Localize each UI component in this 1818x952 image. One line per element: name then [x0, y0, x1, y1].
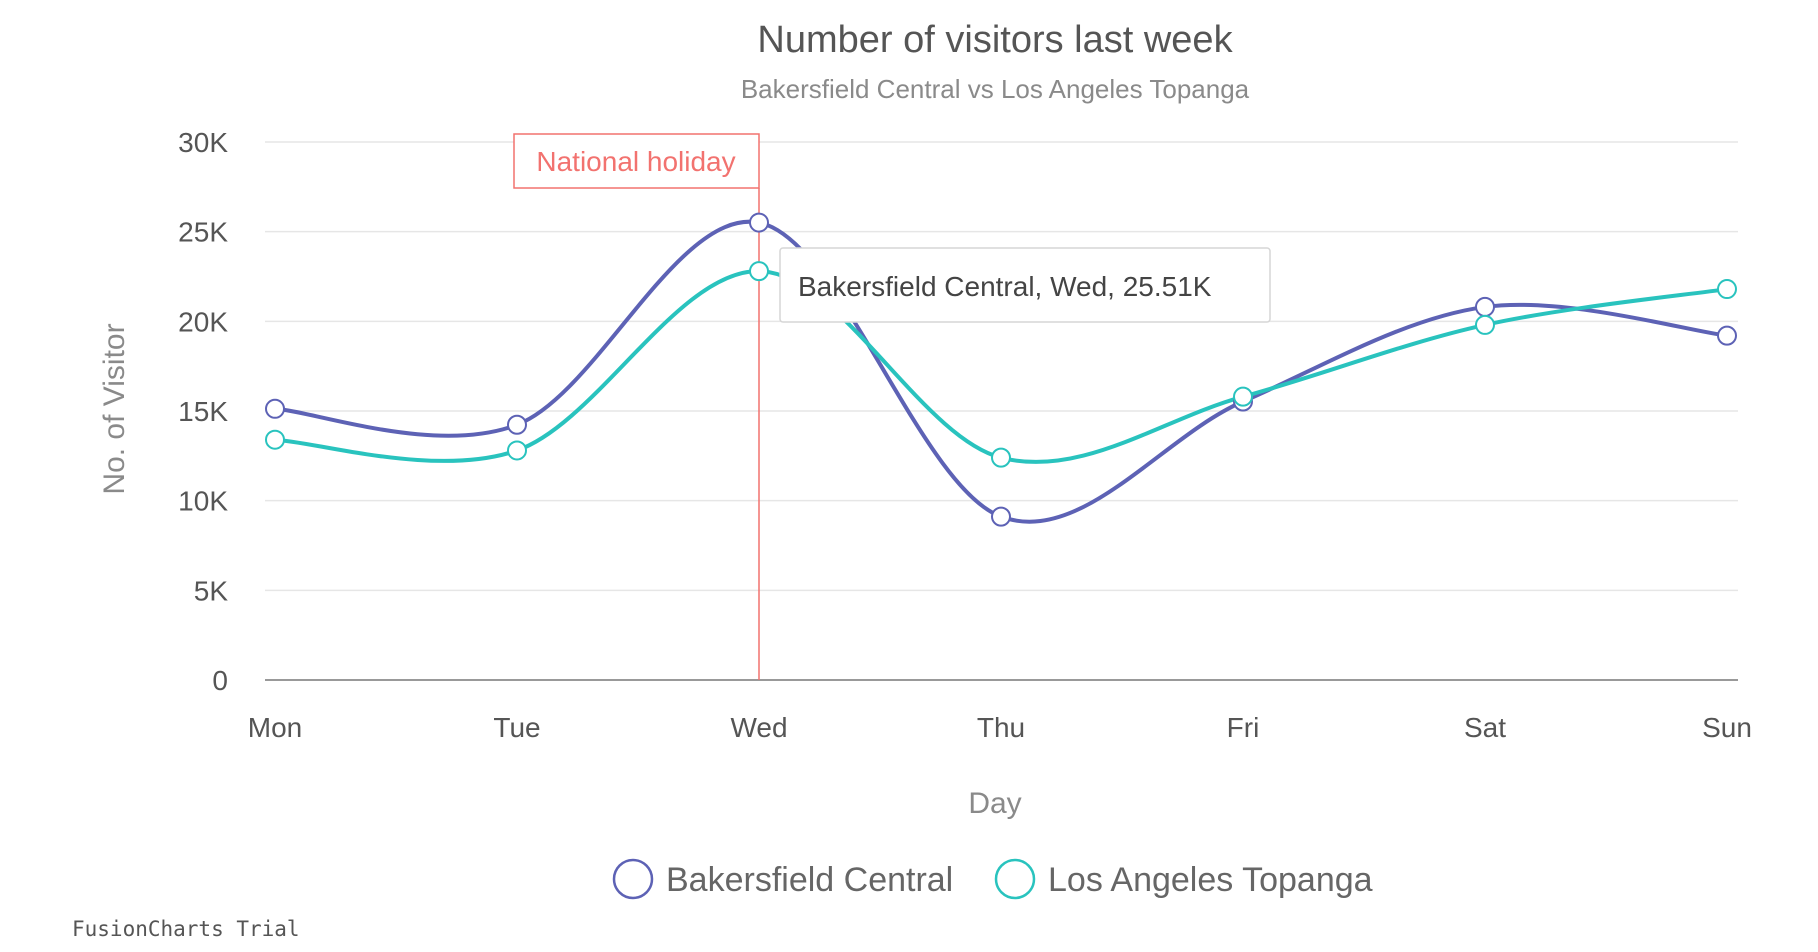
legend: Bakersfield Central Los Angeles Topanga	[612, 858, 1373, 900]
annotation-box	[513, 133, 760, 189]
x-axis-ticks: Mon Tue Wed Thu Fri Sat Sun	[248, 712, 1752, 743]
series	[265, 212, 1737, 527]
data-point[interactable]	[507, 440, 527, 461]
tooltip-box	[779, 247, 1271, 323]
y-tick-label: 20K	[178, 306, 228, 337]
x-tick-label: Tue	[493, 712, 540, 743]
data-point[interactable]	[265, 398, 285, 419]
watermark-text: FusionCharts Trial	[72, 917, 300, 941]
tooltip-text: Bakersfield Central, Wed, 25.51K	[798, 271, 1212, 302]
chart-title: Number of visitors last week	[757, 19, 1233, 61]
data-point[interactable]	[749, 212, 769, 233]
data-point[interactable]	[1233, 386, 1253, 407]
data-point[interactable]	[1717, 325, 1737, 346]
data-point[interactable]	[265, 429, 285, 450]
x-tick-label: Sun	[1702, 712, 1752, 743]
y-tick-label: 0	[212, 665, 228, 696]
data-point[interactable]	[1475, 314, 1495, 335]
data-point[interactable]	[749, 261, 769, 282]
chart-subtitle: Bakersfield Central vs Los Angeles Topan…	[741, 74, 1250, 104]
x-tick-label: Sat	[1464, 712, 1506, 743]
series-2-markers	[265, 261, 1737, 468]
tooltip: Bakersfield Central, Wed, 25.51K	[779, 247, 1271, 323]
legend-item[interactable]: Los Angeles Topanga	[994, 858, 1373, 900]
legend-marker-icon	[994, 858, 1036, 900]
y-tick-label: 10K	[178, 486, 228, 517]
y-tick-label: 30K	[178, 127, 228, 158]
legend-label: Los Angeles Topanga	[1048, 861, 1373, 899]
annotation-label: National holiday	[536, 146, 735, 177]
legend-marker-icon	[612, 858, 654, 900]
legend-label: Bakersfield Central	[666, 861, 953, 899]
annotation: National holiday	[513, 133, 760, 680]
data-point[interactable]	[991, 506, 1011, 527]
data-point[interactable]	[507, 414, 527, 435]
data-point[interactable]	[1717, 279, 1737, 300]
y-tick-label: 15K	[178, 396, 228, 427]
x-tick-label: Wed	[730, 712, 787, 743]
y-axis-title: No. of Visitor	[98, 323, 131, 494]
x-tick-label: Mon	[248, 712, 302, 743]
y-axis-ticks: 0 5K 10K 15K 20K 25K 30K	[178, 127, 228, 696]
data-point[interactable]	[1475, 296, 1495, 317]
series-1	[274, 219, 1728, 524]
x-tick-label: Thu	[977, 712, 1025, 743]
gridlines	[265, 141, 1738, 592]
series-line	[274, 219, 1728, 524]
y-tick-label: 5K	[194, 575, 229, 606]
legend-item[interactable]: Bakersfield Central	[612, 858, 953, 900]
x-axis-title: Day	[968, 787, 1021, 820]
x-tick-label: Fri	[1227, 712, 1260, 743]
data-point[interactable]	[991, 447, 1011, 468]
y-tick-label: 25K	[178, 217, 228, 248]
